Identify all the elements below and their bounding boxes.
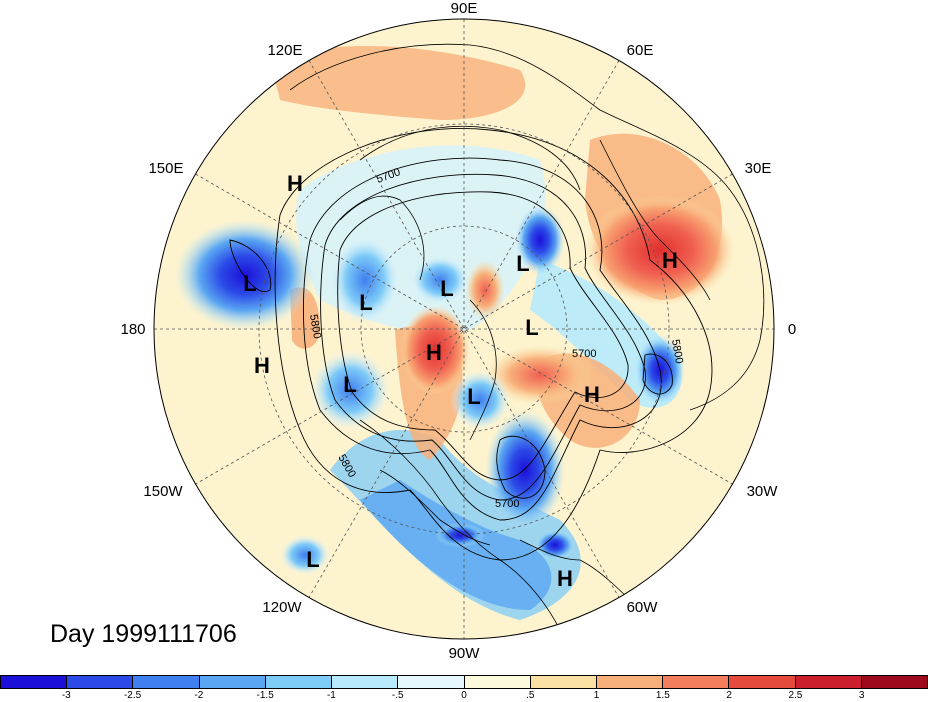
high-pressure-label: H	[662, 248, 678, 273]
colorbar-tick-label: 2	[726, 690, 732, 701]
lon-label-60e: 60E	[627, 42, 654, 59]
longitude-labels: 90E 60E 30E 0 30W 60W 90W 120W 150W 180 …	[120, 0, 796, 662]
colorbar-segment	[265, 676, 333, 688]
low-pressure-label: L	[359, 290, 372, 315]
lon-label-180: 180	[120, 321, 145, 338]
low-pressure-label: L	[243, 271, 256, 296]
colorbar-tick-label: -1	[326, 690, 336, 701]
colorbar-segment	[398, 676, 465, 688]
colorbar-tick-label: -3	[61, 690, 71, 701]
high-pressure-label: H	[287, 171, 303, 196]
lon-label-30e: 30E	[745, 160, 772, 177]
colorbar-tick-label: -2.5	[123, 690, 142, 701]
low-pressure-label: L	[467, 384, 480, 409]
colorbar-segment	[663, 676, 730, 688]
map-boundary	[153, 18, 775, 640]
colorbar-tick-label: 1	[593, 690, 600, 701]
colorbar-segment	[530, 676, 597, 688]
colorbar-segment	[1, 676, 68, 688]
lon-label-60w: 60W	[627, 599, 659, 616]
pressure-centers: H H H H H H L L L L L L L L	[243, 171, 678, 591]
lon-label-120e: 120E	[267, 42, 302, 59]
lon-label-0: 0	[788, 321, 796, 338]
colorbar-tick-label: 1.5	[655, 690, 670, 701]
colorbar-segment	[332, 676, 399, 688]
contour-label: 5700	[495, 498, 519, 510]
colorbar-segment	[795, 676, 862, 688]
height-contours	[229, 128, 713, 561]
low-pressure-label: L	[440, 276, 453, 301]
low-pressure-label: L	[343, 372, 356, 397]
colorbar-tick-label: -2	[194, 690, 204, 701]
lon-label-30w: 30W	[747, 483, 779, 500]
contour-label: 5800	[307, 313, 323, 339]
colorbar-segment	[199, 676, 266, 688]
high-pressure-label: H	[426, 340, 442, 365]
contour-label: 5800	[669, 338, 685, 364]
low-pressure-label: L	[516, 251, 529, 276]
lon-label-120w: 120W	[262, 599, 302, 616]
low-pressure-label: L	[306, 547, 319, 572]
colorbar-segment	[729, 676, 796, 688]
colorbar-tick-label: -1.5	[256, 690, 274, 701]
lon-label-90w: 90W	[449, 645, 481, 662]
colorbar-segment	[464, 676, 531, 688]
lon-label-150e: 150E	[148, 160, 183, 177]
colorbar-tick-label: .5	[526, 690, 535, 701]
colorbar-segment	[596, 676, 664, 688]
lon-label-90e: 90E	[451, 0, 478, 17]
colorbar-segment	[133, 676, 200, 688]
colorbar-tick-label: 0	[461, 690, 467, 701]
day-label: Day 1999111706	[50, 620, 237, 648]
colorbar-tick-label: -.5	[391, 690, 404, 701]
colorbar-ticks: -3 -2.5 -2 -1.5 -1 -.5 0 .5 1 1.5 2 2.5 3	[0, 690, 928, 702]
high-pressure-label: H	[584, 382, 600, 407]
high-pressure-label: H	[557, 566, 573, 591]
anomaly-shading	[154, 19, 774, 639]
low-pressure-label: L	[525, 315, 538, 340]
colorbar	[0, 675, 928, 689]
high-pressure-label: H	[254, 353, 270, 378]
contour-label: 5700	[572, 348, 596, 360]
colorbar-segment	[861, 676, 928, 688]
colorbar-tick-label: 2.5	[788, 690, 803, 701]
lon-label-150w: 150W	[143, 483, 183, 500]
graticule	[154, 19, 774, 639]
colorbar-segment	[67, 676, 134, 688]
colorbar-tick-label: 3	[858, 690, 865, 701]
